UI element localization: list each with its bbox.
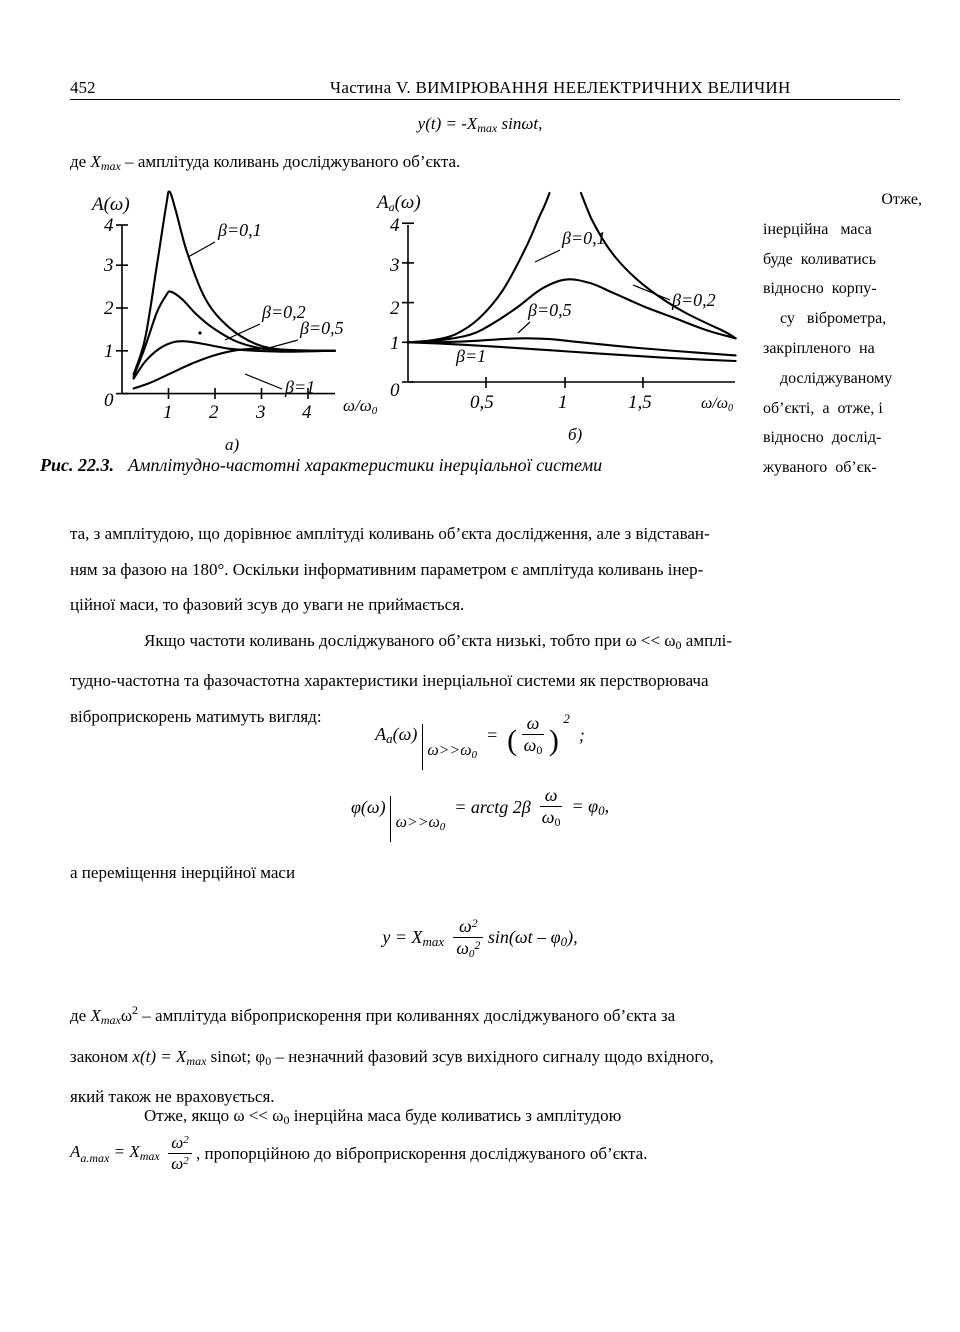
svg-text:β=0,1: β=0,1 bbox=[561, 228, 606, 248]
svg-text:3: 3 bbox=[255, 402, 266, 423]
svg-text:A(ω): A(ω) bbox=[90, 194, 130, 215]
svg-text:3: 3 bbox=[103, 255, 114, 276]
svg-text:β=0,2: β=0,2 bbox=[671, 290, 716, 310]
svg-text:Aa(ω): Aa(ω) bbox=[375, 192, 421, 214]
svg-text:Амплітудно-частотні характерис: Амплітудно-частотні характеристики інерц… bbox=[127, 455, 602, 475]
svg-text:1: 1 bbox=[558, 392, 568, 413]
svg-text:β=1: β=1 bbox=[455, 346, 486, 366]
svg-text:1: 1 bbox=[390, 333, 400, 354]
svg-text:4: 4 bbox=[302, 402, 312, 423]
svg-text:ω/ω0: ω/ω0 bbox=[701, 395, 733, 414]
svg-text:1: 1 bbox=[163, 402, 173, 423]
svg-text:1: 1 bbox=[104, 341, 114, 362]
svg-text:0: 0 bbox=[390, 380, 400, 401]
svg-text:ω/ω0: ω/ω0 bbox=[343, 396, 378, 417]
svg-text:3: 3 bbox=[389, 255, 400, 276]
svg-text:β=0,5: β=0,5 bbox=[527, 300, 572, 320]
svg-text:1,5: 1,5 bbox=[628, 392, 652, 413]
svg-text:б): б) bbox=[568, 425, 583, 444]
svg-text:β=1: β=1 bbox=[284, 377, 315, 397]
svg-text:4: 4 bbox=[390, 215, 400, 236]
svg-text:0: 0 bbox=[104, 390, 114, 411]
svg-text:2: 2 bbox=[209, 402, 219, 423]
svg-text:2: 2 bbox=[104, 298, 114, 319]
svg-text:4: 4 bbox=[104, 215, 114, 236]
svg-text:а): а) bbox=[225, 435, 240, 454]
svg-text:β=0,2: β=0,2 bbox=[261, 302, 306, 322]
svg-text:0,5: 0,5 bbox=[470, 392, 494, 413]
svg-text:2: 2 bbox=[390, 298, 400, 319]
svg-text:β=0,5: β=0,5 bbox=[299, 318, 344, 338]
svg-text:Рис. 22.3.: Рис. 22.3. bbox=[39, 455, 114, 475]
svg-text:β=0,1: β=0,1 bbox=[217, 220, 262, 240]
